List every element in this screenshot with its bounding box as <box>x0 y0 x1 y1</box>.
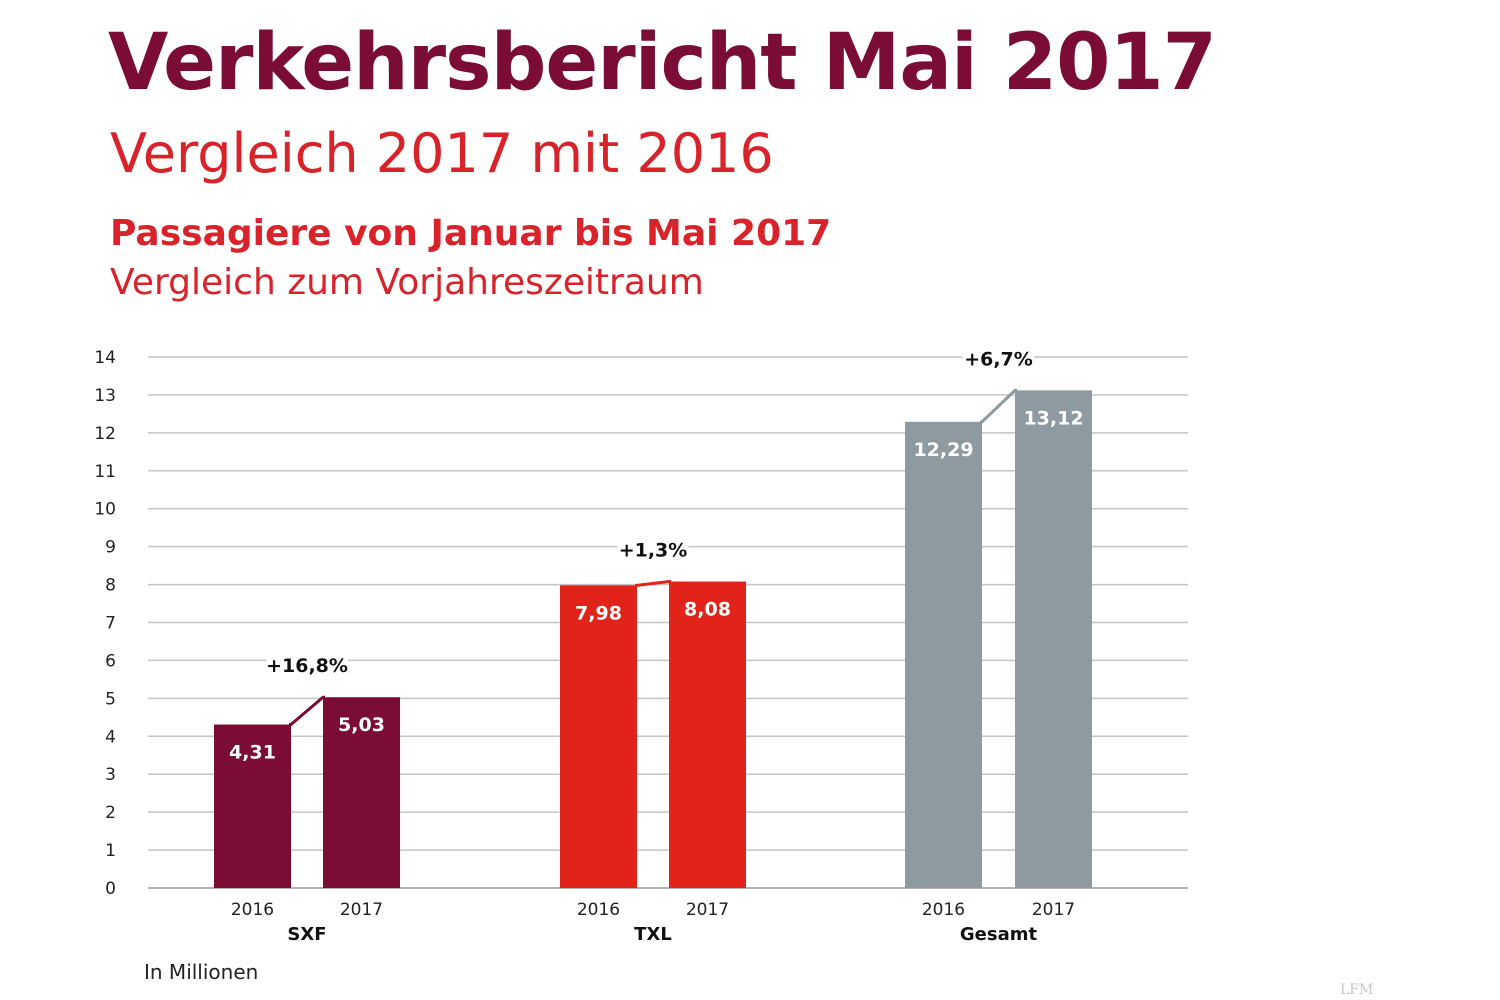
y-tick-label: 8 <box>105 576 116 596</box>
change-connector <box>635 580 671 587</box>
bar-value-label: 13,12 <box>1023 407 1083 429</box>
y-tick-label: 6 <box>105 651 116 671</box>
y-tick-label: 1 <box>105 841 116 861</box>
y-tick-label: 9 <box>105 538 116 558</box>
bar-txl-2016 <box>560 585 637 888</box>
bar-gesamt-2016 <box>905 421 982 888</box>
y-tick-label: 5 <box>105 689 116 709</box>
category-label: Gesamt <box>960 924 1038 945</box>
change-label-bg <box>266 652 348 681</box>
change-label: +6,7% <box>964 348 1033 370</box>
change-label: +16,8% <box>266 655 348 677</box>
unit-note: In Millionen <box>144 960 259 984</box>
section-title: Passagiere von Januar bis Mai 2017 <box>110 213 832 254</box>
bar-value-label: 12,29 <box>913 439 973 461</box>
chart-subtitle: Vergleich 2017 mit 2016 <box>110 122 774 185</box>
x-tick-label: 2016 <box>231 900 274 920</box>
change-connector <box>289 695 325 727</box>
x-tick-label: 2016 <box>922 900 965 920</box>
y-tick-label: 14 <box>94 348 116 368</box>
y-tick-label: 2 <box>105 803 116 823</box>
bar-gesamt-2017 <box>1015 390 1092 888</box>
y-tick-label: 10 <box>94 500 116 520</box>
watermark: LFM <box>1340 982 1374 998</box>
change-label-bg <box>963 345 1034 374</box>
bar-value-label: 5,03 <box>338 714 385 736</box>
y-tick-label: 12 <box>94 424 116 444</box>
y-tick-label: 13 <box>94 386 116 406</box>
bar-value-label: 4,31 <box>229 742 276 764</box>
bar-sxf-2016 <box>214 724 291 888</box>
bar-sxf-2017 <box>323 697 400 888</box>
y-tick-label: 7 <box>105 614 116 634</box>
y-tick-label: 11 <box>94 462 116 482</box>
change-label-bg <box>617 536 689 565</box>
y-tick-label: 4 <box>105 727 116 747</box>
category-label: SXF <box>287 924 326 945</box>
x-tick-label: 2016 <box>577 900 620 920</box>
bar-txl-2017 <box>669 581 746 888</box>
change-label: +1,3% <box>619 540 688 562</box>
section-subtitle: Vergleich zum Vorjahreszeitraum <box>110 262 704 303</box>
bar-value-label: 8,08 <box>684 599 731 621</box>
y-tick-label: 0 <box>105 879 116 899</box>
x-tick-label: 2017 <box>1032 900 1075 920</box>
y-tick-label: 3 <box>105 765 116 785</box>
change-connector <box>980 388 1017 424</box>
x-tick-label: 2017 <box>686 900 729 920</box>
chart-title: Verkehrsbericht Mai 2017 <box>108 18 1217 108</box>
category-label: TXL <box>634 924 672 945</box>
bar-value-label: 7,98 <box>575 602 622 624</box>
x-tick-label: 2017 <box>340 900 383 920</box>
